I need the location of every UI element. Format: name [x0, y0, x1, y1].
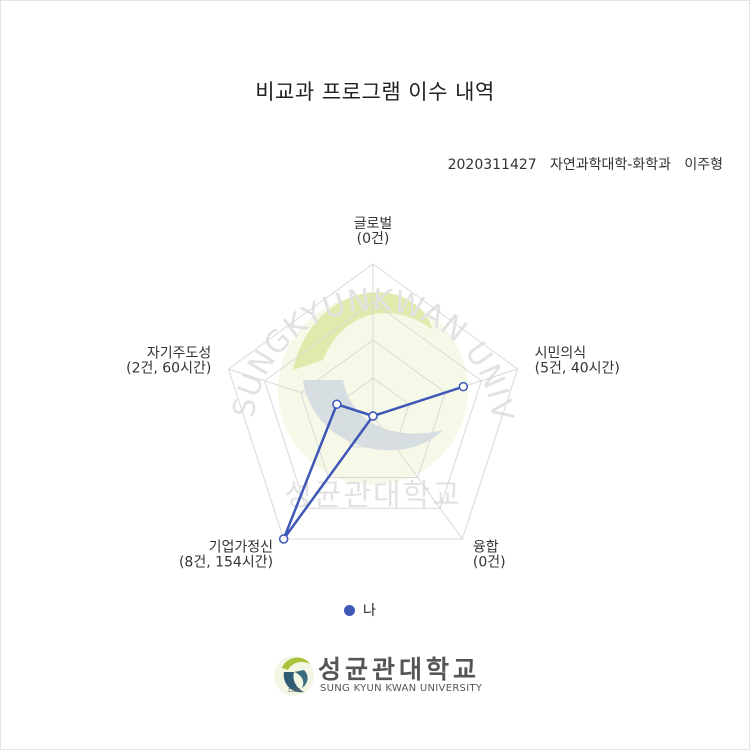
axis-label: 기업가정신 (8건, 154시간) — [179, 540, 273, 571]
axis-label: 자기주도성 (2건, 60시간) — [126, 345, 211, 376]
legend-label: 나 — [363, 603, 376, 619]
axis-label-name: 융합 — [473, 540, 499, 556]
logo-year: 1398 — [288, 688, 301, 694]
data-point — [368, 411, 378, 421]
axis-label-detail: (5건, 40시간) — [535, 360, 620, 376]
axis-label-name: 시민의식 — [535, 345, 587, 361]
axis-label-detail: (0건) — [473, 555, 506, 571]
axis-spoke — [372, 415, 463, 540]
grid-ring — [263, 301, 483, 509]
seal-leaf-shape — [293, 292, 433, 370]
seal-wave-shape — [303, 380, 443, 451]
axis-label-name: 글로벌 — [354, 216, 393, 232]
data-point — [458, 381, 469, 392]
grid-ring — [300, 339, 446, 478]
axis-label-detail: (8건, 154시간) — [179, 555, 273, 571]
grid-ring — [227, 263, 519, 540]
axis-label-name: 자기주도성 — [147, 345, 211, 361]
legend-marker-icon — [344, 604, 355, 616]
axis-label-detail: (2건, 60시간) — [126, 360, 211, 376]
legend[interactable]: 나 — [344, 600, 376, 620]
series-layer — [278, 381, 469, 544]
grid-ring — [336, 377, 410, 448]
axis-label: 시민의식 (5건, 40시간) — [535, 345, 620, 376]
data-point — [278, 534, 289, 544]
logo-korean-name: 성균관대학교 — [318, 655, 481, 684]
student-info: 2020311427 자연과학대학-화학과 이주형 — [447, 157, 723, 173]
university-logo: 1398 — [274, 656, 314, 696]
data-point — [332, 399, 342, 410]
axis-label: 글로벌 (0건) — [354, 216, 393, 247]
chart-title: 비교과 프로그램 이수 내역 — [255, 80, 495, 104]
axis-label-detail: (0건) — [357, 231, 390, 247]
axis-label-name: 기업가정신 — [209, 540, 273, 556]
series-line — [282, 385, 465, 541]
university-seal-watermark: SUNGKYUNKWAN UNIVERSITY성균관대학교 — [0, 0, 519, 513]
logo-english-name: SUNG KYUN KWAN UNIVERSITY — [320, 683, 483, 694]
axis-labels: 글로벌 (0건)시민의식 (5건, 40시간)융합 (0건)기업가정신 (8건, 154… — [126, 216, 620, 571]
axis-label: 융합 (0건) — [473, 540, 506, 571]
